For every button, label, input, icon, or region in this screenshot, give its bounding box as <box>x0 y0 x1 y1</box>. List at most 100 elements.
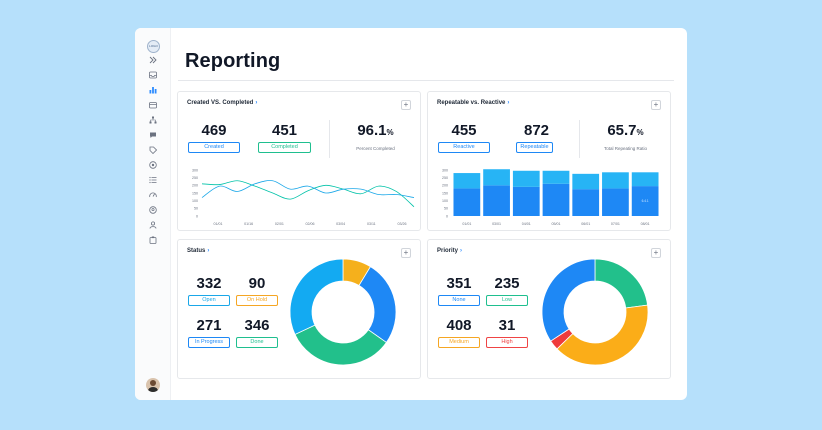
slice-none <box>541 258 596 342</box>
medium-badge: Medium <box>438 337 480 348</box>
bar-annotation: 6.4.1 <box>642 199 649 203</box>
y-tick-label: 50 <box>444 207 448 211</box>
percent-unit: % <box>386 128 394 137</box>
bar-repeatable <box>631 186 659 216</box>
add-button[interactable]: + <box>401 100 411 110</box>
card-title: Created VS. Completed <box>187 100 254 106</box>
org-chart-icon[interactable] <box>149 116 157 124</box>
high-count: 31 <box>498 317 516 334</box>
chevron-right-icon: › <box>207 248 210 254</box>
bar-repeatable <box>483 185 510 216</box>
priority-card: Priority › + 351 None 235 Low 408 Medium … <box>427 239 671 379</box>
in-progress-count: 271 <box>196 317 222 334</box>
x-tick-label: 01/01 <box>214 222 223 226</box>
repeatable-badge: Repeatable <box>516 142 553 153</box>
repeatable-vs-reactive-card: Repeatable vs. Reactive › + 455 Reactive … <box>427 91 671 231</box>
card-title-link[interactable]: Repeatable vs. Reactive › <box>437 100 509 106</box>
percent-caption: Percent Completed <box>356 146 395 151</box>
gauge-icon[interactable] <box>149 191 157 199</box>
chevron-right-icon: › <box>460 248 463 254</box>
x-tick-label: 03/04 <box>336 222 345 226</box>
add-button[interactable]: + <box>401 248 411 258</box>
collapse-icon[interactable] <box>149 56 157 64</box>
card-title: Repeatable vs. Reactive <box>437 100 506 106</box>
x-tick-label: 02/01 <box>275 222 284 226</box>
inbox-icon[interactable] <box>149 71 157 79</box>
add-button[interactable]: + <box>651 100 661 110</box>
done-badge: Done <box>236 337 278 348</box>
stats-divider <box>579 120 580 158</box>
slice-low <box>594 258 648 309</box>
reactive-count: 455 <box>451 122 477 139</box>
logo[interactable]: LOGO <box>147 40 160 53</box>
card-title-link[interactable]: Created VS. Completed › <box>187 100 257 106</box>
x-tick-label: 03/01 <box>492 222 501 226</box>
users-icon[interactable] <box>149 221 157 229</box>
bar-reactive <box>542 170 570 184</box>
none-count: 351 <box>446 275 472 292</box>
reactive-badge: Reactive <box>438 142 490 153</box>
y-tick-label: 100 <box>192 199 198 203</box>
low-count: 235 <box>494 275 520 292</box>
card-title-link[interactable]: Status › <box>187 248 209 254</box>
repeatable-count: 872 <box>523 122 550 139</box>
medium-count: 408 <box>446 317 472 334</box>
bar-reactive <box>512 170 540 187</box>
stats-divider <box>329 120 330 158</box>
tag-icon[interactable] <box>149 146 157 154</box>
x-tick-label: 03/11 <box>367 222 376 226</box>
add-button[interactable]: + <box>651 248 661 258</box>
target-icon[interactable] <box>149 161 157 169</box>
high-badge: High <box>486 337 528 348</box>
y-tick-label: 150 <box>192 191 198 195</box>
list-icon[interactable] <box>149 176 157 184</box>
y-tick-label: 50 <box>194 207 198 211</box>
x-tick-label: 01/16 <box>244 222 253 226</box>
y-tick-label: 300 <box>442 168 448 172</box>
bar-reactive <box>572 173 600 190</box>
bar-repeatable <box>542 183 570 216</box>
app-window: LOGO <box>135 28 687 400</box>
reporting-icon[interactable] <box>149 86 157 94</box>
slice-in-progress <box>358 266 397 344</box>
tray-icon[interactable] <box>149 101 157 109</box>
total-repeating-ratio: 65.7% <box>588 122 663 139</box>
x-tick-label: 08/01 <box>641 222 650 226</box>
bar-repeatable <box>453 188 481 216</box>
completed-badge: Completed <box>258 142 311 153</box>
x-tick-label: 04/01 <box>522 222 531 226</box>
created-count: 469 <box>201 122 227 139</box>
y-tick-label: 250 <box>442 176 448 180</box>
page-title: Reporting <box>185 50 281 72</box>
card-title-link[interactable]: Priority › <box>437 248 462 254</box>
open-count: 332 <box>196 275 222 292</box>
low-badge: Low <box>486 295 528 306</box>
y-tick-label: 150 <box>442 191 448 195</box>
done-count: 346 <box>244 317 270 334</box>
status-card: Status › + 332 Open 90 On Hold 271 In Pro… <box>177 239 421 379</box>
chevron-right-icon: › <box>255 100 258 106</box>
y-tick-label: 200 <box>442 184 448 188</box>
x-tick-label: 05/01 <box>552 222 561 226</box>
user-avatar[interactable] <box>146 378 160 392</box>
sidebar: LOGO <box>135 28 171 400</box>
card-title: Status <box>187 248 206 254</box>
bar-reactive <box>453 173 481 189</box>
chat-icon[interactable] <box>149 131 157 139</box>
bar-repeatable <box>512 186 540 216</box>
x-tick-label: 07/01 <box>611 222 620 226</box>
y-tick-label: 300 <box>192 168 198 172</box>
chevron-right-icon: › <box>507 100 510 106</box>
x-tick-label: 01/01 <box>462 222 471 226</box>
bar-repeatable <box>602 188 629 216</box>
clipboard-icon[interactable] <box>149 236 157 244</box>
percent-completed: 96.1% <box>338 122 413 139</box>
y-tick-label: 0 <box>446 214 448 218</box>
series-line-completed <box>201 180 415 198</box>
slice-medium <box>556 304 649 366</box>
on-hold-badge: On Hold <box>236 295 278 306</box>
in-progress-badge: In Progress <box>188 337 230 348</box>
location-icon[interactable] <box>149 206 157 214</box>
none-badge: None <box>438 295 480 306</box>
created-vs-completed-chart: 300 250 200 150 100 50 0 01/01 01/16 02/01 02/06 03… <box>192 168 415 226</box>
